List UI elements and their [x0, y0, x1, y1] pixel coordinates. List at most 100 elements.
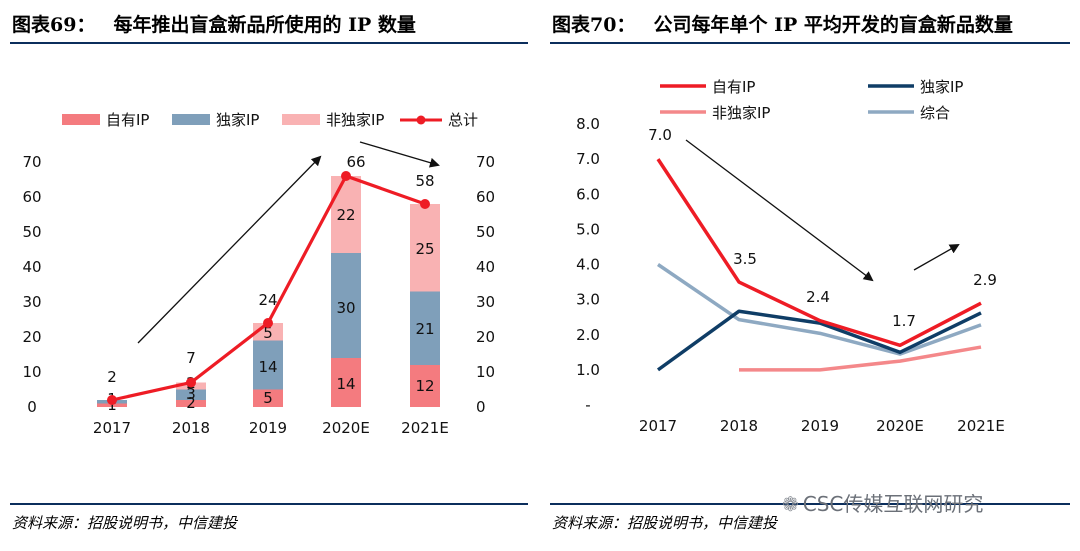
title-rule: [10, 42, 528, 44]
own-ip-value-label: 2.9: [973, 271, 997, 289]
chart-title-69-number: 图表69：: [12, 14, 96, 36]
legend-combined-label: 综合: [920, 104, 950, 122]
own-ip-value-label: 2.4: [806, 288, 830, 306]
total-label: 7: [186, 349, 196, 367]
x-tick: 2020E: [876, 417, 924, 435]
bar-exclusive-ip: [410, 291, 440, 365]
legend-own-ip-label: 自有IP: [106, 111, 149, 129]
x-tick: 2019: [801, 417, 839, 435]
bar-nonexclusive-ip-label: 5: [263, 324, 273, 342]
y-tick-right: 20: [476, 328, 495, 346]
y-tick-right: 30: [476, 293, 495, 311]
total-point: [420, 199, 430, 209]
y-tick-left: 60: [22, 188, 41, 206]
y-tick-right: 70: [476, 153, 495, 171]
x-tick: 2018: [720, 417, 758, 435]
legend-own-ip-label: 自有IP: [712, 78, 755, 96]
total-point: [341, 171, 351, 181]
y-tick-left: 30: [22, 293, 41, 311]
y-tick: -: [585, 396, 590, 414]
wechat-icon: ❁: [782, 492, 799, 516]
chart-panel-avg-per-ip: 图表70： 公司每年单个 IP 平均开发的盲盒新品数量 自有IP 独家IP 非独家IP…: [550, 0, 1070, 551]
bar-own-ip: [97, 403, 127, 407]
y-tick-right: 50: [476, 223, 495, 241]
y-tick-left: 50: [22, 223, 41, 241]
bar-exclusive-ip-label: 14: [258, 358, 277, 376]
watermark: ❁ CSC传媒互联网研究: [782, 488, 983, 517]
legend-nonexclusive-ip-label: 非独家IP: [326, 111, 384, 129]
line-chart: 自有IP 独家IP 非独家IP 综合 8.0 7.0 6.0 5.0 4.0 3.0 2.0 1.0 -…: [576, 78, 1005, 435]
y-tick: 6.0: [576, 185, 600, 203]
y-tick-left: 0: [27, 398, 37, 416]
x-tick: 2021E: [401, 419, 449, 437]
chart-title-69-text: 每年推出盲盒新品所使用的 IP 数量: [113, 14, 416, 36]
legend-nonexclusive-ip-label: 非独家IP: [712, 104, 770, 122]
bar-exclusive-ip-label: 3: [186, 385, 196, 403]
own-ip-value-label: 7.0: [648, 126, 672, 144]
bar-nonexclusive-ip-label: 25: [415, 240, 434, 258]
total-label: 24: [258, 291, 277, 309]
line-own-ip: [656, 158, 982, 348]
source-rule: [550, 503, 1070, 505]
x-tick: 2018: [172, 419, 210, 437]
bar-own-ip-label: 2: [186, 394, 196, 412]
total-label: 66: [346, 153, 365, 171]
bar-exclusive-ip-label: 30: [336, 299, 355, 317]
bar-nonexclusive-ip-label: 22: [336, 206, 355, 224]
bar-nonexclusive-ip: [331, 176, 361, 253]
y-tick: 5.0: [576, 220, 600, 238]
legend-exclusive-ip-label: 独家IP: [920, 78, 963, 96]
trend-arrow-up: [137, 155, 322, 344]
legend-total-marker: [416, 115, 426, 125]
bar-nonexclusive-ip: [410, 204, 440, 292]
total-label: 58: [415, 172, 434, 190]
line-nonexclusive-ip: [739, 345, 982, 372]
y-tick-right: 0: [476, 398, 486, 416]
line-combined: [657, 263, 982, 356]
bar-exclusive-ip-label: 21: [415, 320, 434, 338]
legend-nonexclusive-ip-swatch: [282, 114, 320, 125]
bar-exclusive-ip: [253, 340, 283, 390]
y-tick: 7.0: [576, 150, 600, 168]
x-tick: 2020E: [322, 419, 370, 437]
legend-total-label: 总计: [448, 111, 478, 129]
title-rule: [550, 42, 1070, 44]
trend-arrow-down: [685, 139, 874, 282]
bar-own-ip-label: 12: [415, 377, 434, 395]
y-tick-right: 60: [476, 188, 495, 206]
source-rule: [10, 503, 528, 505]
bar-exclusive-ip: [331, 253, 361, 358]
chart-title-69: 图表69： 每年推出盲盒新品所使用的 IP 数量: [12, 10, 416, 37]
stacked-bar-chart: 自有IP 独家IP 非独家IP 总计 0 0 10 10 20 20 30 30 40 40 50 50 60 6…: [22, 111, 495, 437]
legend-own-ip-swatch: [62, 114, 100, 125]
legend-exclusive-ip-swatch: [172, 114, 210, 125]
own-ip-value-label: 1.7: [892, 312, 916, 330]
x-tick: 2017: [93, 419, 131, 437]
total-point: [263, 318, 273, 328]
bar-own-ip: [410, 365, 440, 407]
chart-title-70-number: 图表70：: [552, 14, 636, 36]
y-tick: 8.0: [576, 115, 600, 133]
x-tick: 2021E: [957, 417, 1005, 435]
y-tick-left: 10: [22, 363, 41, 381]
source-note: 资料来源：招股说明书，中信建投: [12, 514, 238, 532]
total-point: [107, 395, 117, 405]
trend-arrow-up: [913, 244, 960, 271]
y-tick: 1.0: [576, 361, 600, 379]
chart-title-70-text: 公司每年单个 IP 平均开发的盲盒新品数量: [653, 14, 1013, 36]
trend-arrow-down: [359, 141, 440, 168]
y-tick-left: 40: [22, 258, 41, 276]
bar-own-ip: [253, 389, 283, 407]
legend-exclusive-ip-label: 独家IP: [216, 111, 259, 129]
y-tick: 2.0: [576, 326, 600, 344]
y-tick-right: 10: [476, 363, 495, 381]
x-tick: 2019: [249, 419, 287, 437]
total-point: [186, 377, 196, 388]
bar-own-ip: [331, 358, 361, 407]
bar-exclusive-ip: [176, 389, 206, 400]
total-label: 2: [107, 368, 117, 386]
chart-panel-ip-count: 图表69： 每年推出盲盒新品所使用的 IP 数量 自有IP 独家IP 非独家IP 总计 0…: [10, 0, 528, 551]
y-tick-left: 20: [22, 328, 41, 346]
y-tick-right: 40: [476, 258, 495, 276]
own-ip-value-label: 3.5: [733, 250, 757, 268]
